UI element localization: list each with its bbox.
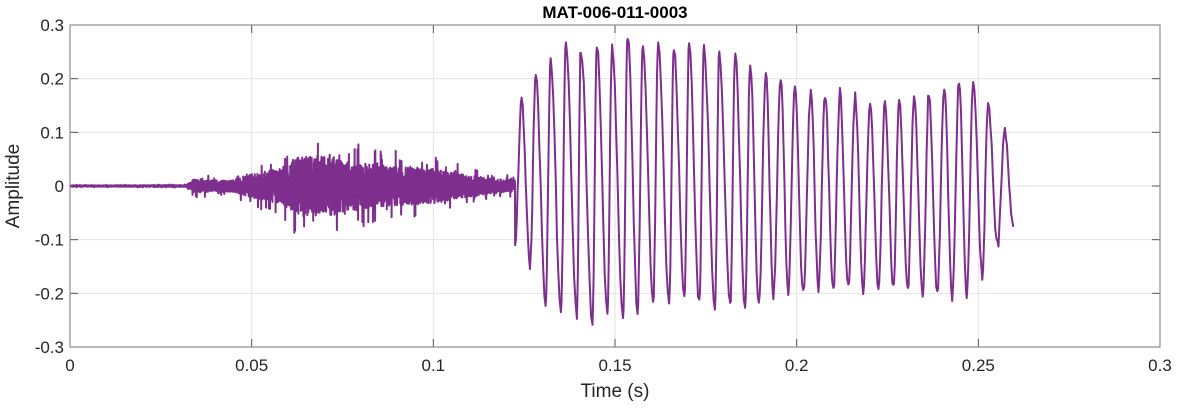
chart-title: MAT-006-011-0003: [542, 3, 687, 22]
y-tick-label: -0.1: [35, 231, 64, 250]
x-axis-ticks: 0 0.05 0.1 0.15 0.2 0.25 0.3: [65, 25, 1172, 375]
x-tick-label: 0: [65, 356, 74, 375]
x-tick-label: 0.1: [422, 356, 446, 375]
y-tick-label: 0: [55, 177, 64, 196]
x-tick-label: 0.25: [962, 356, 995, 375]
x-tick-label: 0.2: [785, 356, 809, 375]
y-tick-label: 0.3: [40, 16, 64, 35]
y-tick-label: -0.3: [35, 338, 64, 357]
x-tick-label: 0.05: [235, 356, 268, 375]
x-axis-label: Time (s): [581, 381, 650, 402]
y-axis-ticks: -0.3 -0.2 -0.1 0 0.1 0.2 0.3: [35, 16, 1160, 357]
y-tick-label: 0.2: [40, 70, 64, 89]
waveform-line: [69, 37, 1015, 326]
y-axis-label: Amplitude: [3, 144, 24, 229]
y-tick-label: -0.2: [35, 284, 64, 303]
y-tick-label: 0.1: [40, 123, 64, 142]
x-tick-label: 0.3: [1148, 356, 1172, 375]
axes-box: [69, 24, 1161, 348]
x-tick-label: 0.15: [598, 356, 631, 375]
